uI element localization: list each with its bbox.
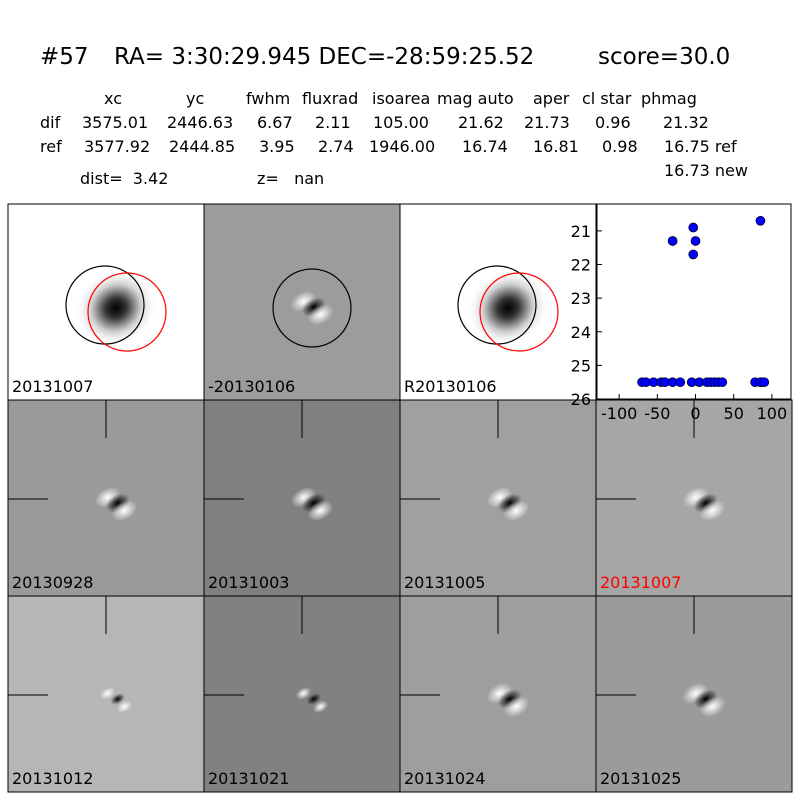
dipole-light [111, 500, 138, 522]
dipole-dark [306, 693, 321, 705]
point [688, 222, 699, 233]
dist: dist= 3.42 [80, 169, 168, 188]
table-cell: 21.62 [458, 113, 504, 132]
table-cell: 2.74 [318, 137, 354, 156]
table-cell: 16.74 [462, 137, 508, 156]
table-cell: 21.73 [524, 113, 570, 132]
dipole-light [503, 500, 530, 522]
dipole-light [307, 500, 334, 522]
x-tick-label: 100 [757, 404, 788, 423]
coordinates: RA= 3:30:29.945 DEC=-28:59:25.52 [114, 44, 534, 70]
y-tick-label: 23 [571, 289, 591, 308]
stamp-label: -20130106 [208, 377, 295, 396]
column-header: cl star [582, 89, 632, 108]
x-tick-label: 0 [690, 404, 700, 423]
table-cell: 16.75 ref [664, 137, 737, 156]
column-header: fwhm [246, 89, 290, 108]
table-cell: 2446.63 [167, 113, 233, 132]
plot-area [596, 203, 792, 400]
column-header: isoarea [372, 89, 430, 108]
table-cell: 2.11 [315, 113, 351, 132]
point [717, 377, 728, 388]
column-header: mag auto [437, 89, 514, 108]
aperture-black [272, 268, 352, 348]
table-cell: 6.67 [257, 113, 293, 132]
phmag-new: 16.73 new [664, 161, 748, 180]
dipole-light [307, 304, 334, 326]
dipole-light [295, 687, 312, 700]
table-cell: dif [40, 113, 61, 132]
score: score=30.0 [598, 44, 730, 70]
x-tick-label: -50 [644, 404, 670, 423]
stamp-label: 20131007 [12, 377, 93, 396]
point [688, 249, 699, 260]
dipole-light [116, 700, 133, 713]
y-tick-label: 26 [571, 390, 591, 409]
column-header: fluxrad [302, 89, 358, 108]
x-tick-label: 50 [724, 404, 744, 423]
dipole-light [503, 696, 530, 718]
column-header: yc [186, 89, 204, 108]
z: z= nan [257, 169, 324, 188]
y-tick-label: 25 [571, 356, 591, 375]
column-header: xc [104, 89, 122, 108]
table-cell: 1946.00 [369, 137, 435, 156]
dipole-light [699, 696, 726, 718]
table-cell: ref [40, 137, 62, 156]
table-cell: 0.96 [595, 113, 631, 132]
table-cell: 16.81 [533, 137, 579, 156]
stamp-label: R20130106 [404, 377, 497, 396]
dipole-light [312, 700, 329, 713]
stamp-label: 20131021 [208, 769, 289, 788]
table-cell: 0.98 [602, 137, 638, 156]
point [755, 215, 766, 226]
y-tick-label: 22 [571, 256, 591, 275]
candidate-id: #57 [40, 44, 89, 70]
point [690, 236, 701, 246]
x-tick-label: -100 [601, 404, 637, 423]
stamp-label: 20131012 [12, 769, 93, 788]
stamp-label: 20131005 [404, 573, 485, 592]
table-cell: 3.95 [259, 137, 295, 156]
point [759, 377, 770, 388]
dipole-light [699, 500, 726, 522]
table-cell: 2444.85 [169, 137, 235, 156]
stamp-label: 20131003 [208, 573, 289, 592]
dipole-light [99, 687, 116, 700]
column-header: aper [533, 89, 570, 108]
table-cell: 21.32 [663, 113, 709, 132]
table-cell: 105.00 [373, 113, 429, 132]
aperture-red [87, 272, 167, 352]
stamp-label: 20131007 [600, 573, 681, 592]
stamp-label: 20131025 [600, 769, 681, 788]
y-tick-label: 24 [571, 323, 591, 342]
point [667, 236, 678, 246]
stamp-label: 20130928 [12, 573, 93, 592]
aperture-red [479, 272, 559, 352]
table-cell: 3577.92 [84, 137, 150, 156]
column-header: phmag [641, 89, 697, 108]
dipole-dark [110, 693, 125, 705]
table-cell: 3575.01 [82, 113, 148, 132]
stamp-label: 20131024 [404, 769, 485, 788]
point [675, 377, 686, 388]
y-tick-label: 21 [571, 222, 591, 241]
